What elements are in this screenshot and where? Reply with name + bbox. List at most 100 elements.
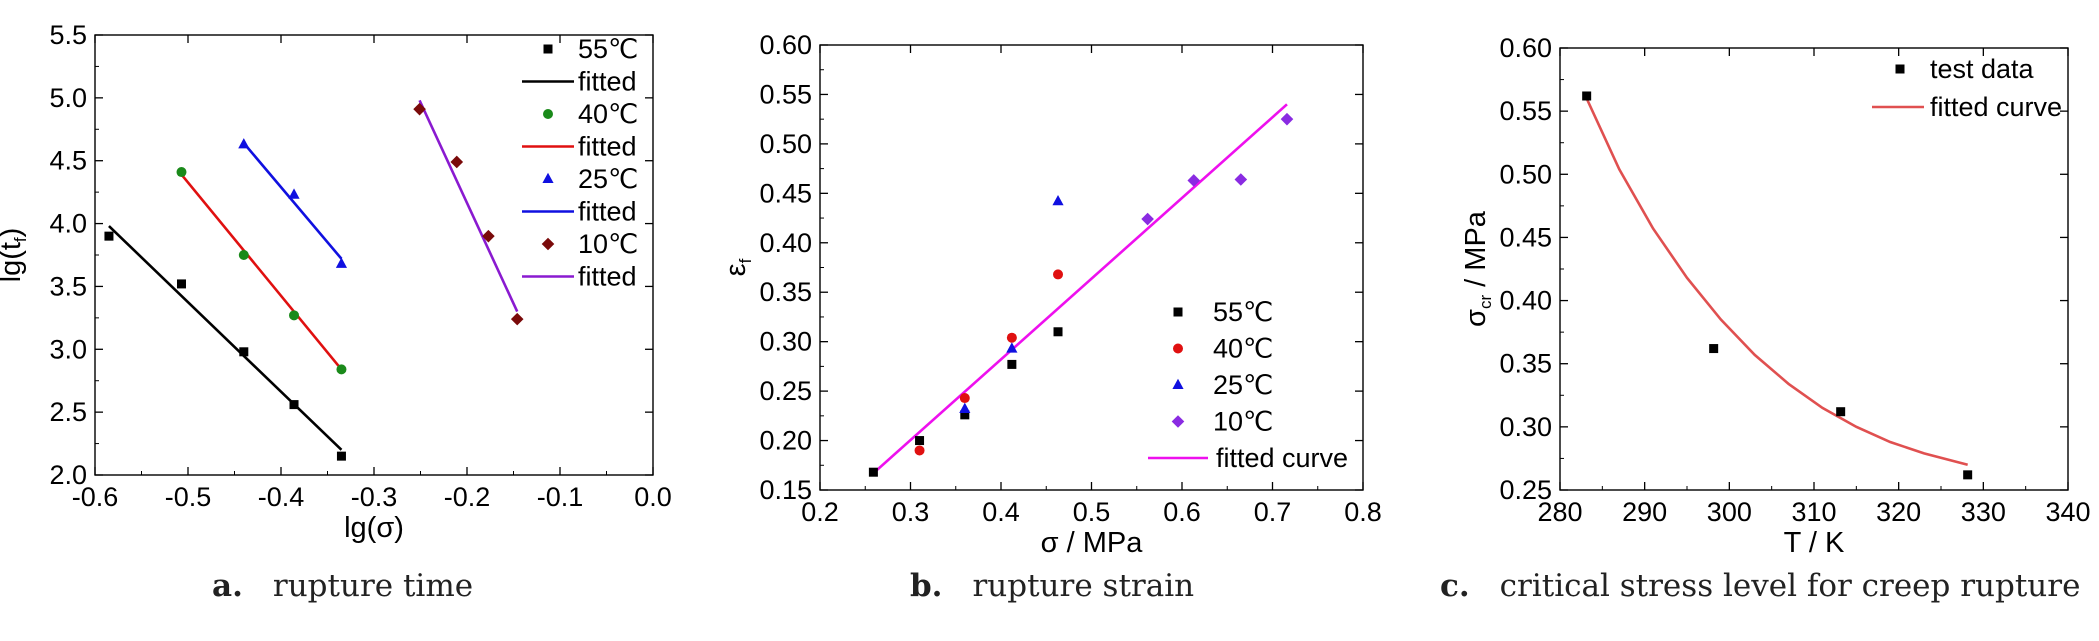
y-tick-label: 5.5 <box>49 20 87 50</box>
legend-label: fitted <box>578 262 637 292</box>
y-axis-label: lg(tf) <box>0 228 30 283</box>
legend-label: 40℃ <box>578 99 638 129</box>
caption-b-letter: b. <box>910 568 943 604</box>
legend-marker <box>542 172 554 184</box>
y-tick-label: 0.55 <box>1499 96 1552 126</box>
caption-c: c. critical stress level for creep ruptur… <box>1440 568 2080 604</box>
y-tick-label: 0.25 <box>759 376 812 406</box>
y-tick-label: 0.55 <box>759 79 812 109</box>
data-point <box>413 102 426 116</box>
x-tick-label: 290 <box>1622 497 1667 527</box>
y-tick-label: 0.25 <box>1499 475 1552 505</box>
y-tick-label: 2.5 <box>49 397 87 427</box>
x-tick-label: 340 <box>2045 497 2090 527</box>
data-point <box>1280 112 1294 126</box>
legend-label: fitted <box>578 132 637 162</box>
data-point <box>450 155 464 169</box>
y-tick-label: 0.20 <box>759 426 812 456</box>
x-tick-label: 310 <box>1791 497 1836 527</box>
data-point <box>1234 173 1248 186</box>
legend-label: fitted <box>578 197 637 227</box>
legend-label: fitted <box>578 67 637 97</box>
data-point <box>1187 174 1201 187</box>
data-point <box>959 393 970 404</box>
y-tick-label: 5.0 <box>49 83 87 113</box>
legend: test data fitted curve <box>1872 54 2062 122</box>
data-point <box>482 229 495 243</box>
x-tick-label: 0.8 <box>1344 497 1382 527</box>
y-tick-label: 0.40 <box>759 228 812 258</box>
y-tick-label: 0.45 <box>759 178 812 208</box>
fit-curve <box>872 103 1288 475</box>
x-tick-label: -0.4 <box>258 482 305 512</box>
x-tick-label: 0.3 <box>892 497 930 527</box>
data-point <box>238 250 249 260</box>
fit-line <box>242 142 343 260</box>
data-point <box>960 410 970 420</box>
legend-label: 10℃ <box>578 229 638 259</box>
x-tick-label: 0.2 <box>801 497 839 527</box>
data-point <box>1582 91 1592 101</box>
data-point <box>1141 212 1154 226</box>
caption-b: b. rupture strain <box>910 568 1194 604</box>
x-tick-label: 0.5 <box>1073 497 1111 527</box>
legend-marker <box>1895 64 1905 74</box>
data-point <box>868 467 878 477</box>
caption-c-letter: c. <box>1440 568 1470 604</box>
caption-a-text: rupture time <box>272 568 474 604</box>
y-tick-label: 4.5 <box>49 146 87 176</box>
data-point <box>336 451 346 461</box>
x-tick-label: -0.5 <box>165 482 212 512</box>
y-tick-label: 0.35 <box>1499 349 1552 379</box>
y-tick-label: 0.30 <box>1499 412 1552 442</box>
legend-marker <box>543 109 553 119</box>
plot-frame <box>94 34 654 476</box>
data-point <box>1006 332 1017 343</box>
data-point <box>1053 327 1063 337</box>
chart-b: 0.2 0.3 0.4 0.5 0.6 0.7 0.8 0.15 0.20 0.25 0.30 0.3… <box>720 30 1382 559</box>
data-point <box>1053 269 1064 280</box>
data-point <box>289 310 300 321</box>
x-tick-label: -0.3 <box>351 482 398 512</box>
legend-marker <box>1173 343 1183 354</box>
y-tick-label: 0.50 <box>759 129 812 159</box>
y-tick-label: 0.60 <box>759 30 812 60</box>
x-tick-label: 0.0 <box>634 482 672 512</box>
y-tick-label: 2.0 <box>49 460 87 490</box>
data-point <box>1006 342 1018 353</box>
y-tick-label: 0.40 <box>1499 286 1552 316</box>
x-tick-label: 0.7 <box>1254 497 1292 527</box>
x-axis-label: σ / MPa <box>1041 527 1144 559</box>
data-point <box>288 188 300 199</box>
y-tick-label: 0.15 <box>759 475 812 505</box>
caption-b-text: rupture strain <box>972 568 1195 604</box>
caption-a: a. rupture time <box>212 568 473 604</box>
caption-a-letter: a. <box>212 568 243 604</box>
x-tick-label: 0.6 <box>1163 497 1201 527</box>
y-tick-label: 0.30 <box>759 327 812 357</box>
x-tick-label: -0.1 <box>537 482 584 512</box>
x-tick-label: -0.6 <box>72 482 119 512</box>
data-point <box>1709 344 1719 354</box>
legend-marker <box>1171 415 1185 428</box>
x-tick-label: 320 <box>1876 497 1921 527</box>
legend-marker <box>1173 307 1183 317</box>
legend-label: fitted curve <box>1930 92 2062 122</box>
caption-c-text: critical stress level for creep rupture <box>1499 568 2081 604</box>
x-tick-label: 0.4 <box>982 497 1020 527</box>
data-point <box>915 436 925 446</box>
data-point <box>176 167 187 178</box>
y-axis-label: σcr / MPa <box>1460 210 1495 327</box>
x-tick-label: 280 <box>1537 497 1582 527</box>
y-tick-label: 0.50 <box>1499 159 1552 189</box>
y-axis-label: εf <box>720 258 755 276</box>
legend-marker <box>543 44 553 54</box>
data-point <box>238 138 250 149</box>
data-point <box>1007 359 1017 369</box>
legend: 55℃ 40℃ 25℃ 10℃ fitted curve <box>1148 297 1348 473</box>
chart-c: 280 290 300 310 320 330 340 0.25 0.30 0.35 0.40 0.4… <box>1460 33 2091 559</box>
data-point <box>959 402 971 413</box>
plot-frame <box>819 44 1364 491</box>
data-point <box>335 257 348 268</box>
